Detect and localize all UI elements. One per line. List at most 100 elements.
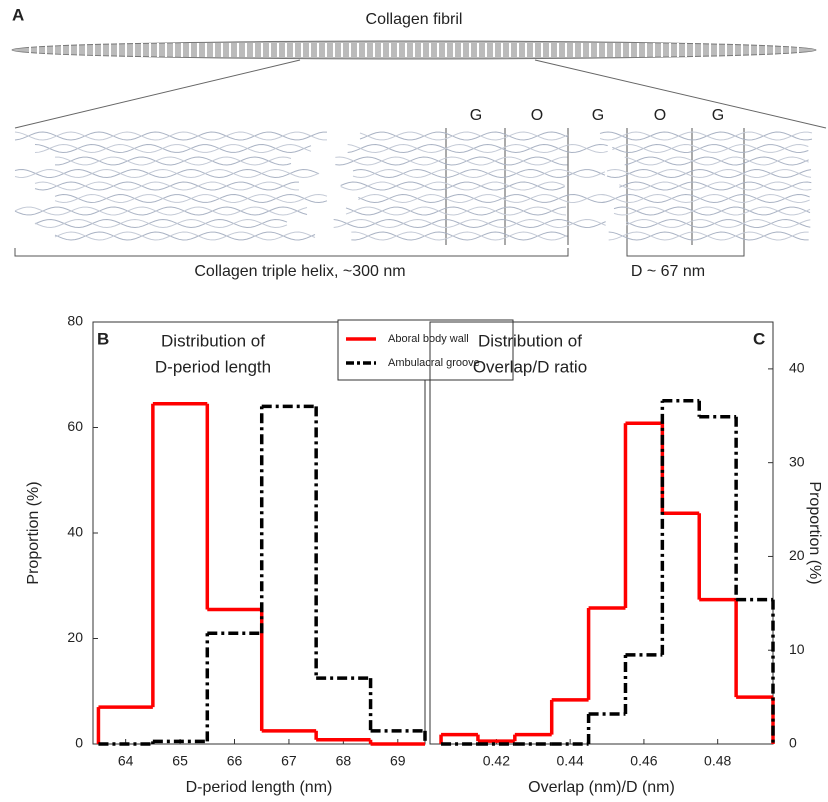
helix — [54, 156, 292, 166]
chart-title: Overlap/D ratio — [473, 357, 587, 376]
helix — [352, 168, 606, 179]
y-tick-label: 40 — [67, 524, 83, 540]
zoom-line — [14, 59, 301, 129]
helix — [359, 131, 569, 141]
helix — [351, 231, 568, 241]
chart-title: D-period length — [155, 357, 271, 376]
y-axis-label: Proportion (%) — [25, 481, 42, 584]
helix — [626, 219, 811, 228]
helix — [626, 219, 811, 228]
band-label: G — [592, 107, 604, 124]
y-tick-label: 20 — [789, 547, 805, 563]
period-label: D ~ 67 nm — [631, 263, 705, 280]
band-label: O — [654, 107, 666, 124]
helix — [14, 131, 328, 141]
y-tick-label: 60 — [67, 418, 83, 434]
helix — [54, 231, 316, 241]
helix — [340, 181, 565, 191]
helix — [347, 143, 608, 154]
helix — [54, 231, 316, 241]
legend-label: Ambulacral groove — [388, 357, 480, 369]
x-tick-label: 0.42 — [483, 753, 510, 769]
x-tick-label: 67 — [281, 753, 297, 769]
helix — [14, 168, 320, 179]
band-label: G — [712, 107, 724, 124]
helix — [34, 181, 300, 191]
helix — [34, 218, 288, 229]
helix — [606, 169, 812, 179]
helix — [601, 193, 810, 204]
legend-label: Aboral body wall — [388, 333, 469, 345]
helix — [612, 144, 809, 153]
helix — [14, 168, 320, 179]
helix — [624, 156, 809, 166]
y-tick-label: 0 — [75, 735, 83, 751]
y-tick-label: 20 — [67, 629, 83, 645]
x-tick-label: 0.46 — [630, 753, 657, 769]
y-tick-label: 0 — [789, 735, 797, 751]
helix — [34, 218, 288, 229]
helix — [14, 206, 308, 216]
helix — [606, 168, 812, 178]
chart-title: Distribution of — [161, 331, 265, 350]
series — [441, 399, 775, 746]
y-tick-label: 40 — [789, 360, 805, 376]
panel-label: B — [97, 329, 109, 348]
x-axis-label: Overlap (nm)/D (nm) — [528, 779, 675, 796]
x-tick-label: 65 — [172, 753, 188, 769]
helix — [352, 168, 606, 179]
helix — [14, 206, 308, 216]
helix — [608, 231, 809, 241]
zoom-line — [534, 59, 827, 129]
helix — [608, 231, 809, 241]
helix — [345, 206, 567, 216]
helix — [358, 194, 607, 203]
helix — [359, 131, 569, 141]
x-tick-label: 0.44 — [557, 753, 584, 769]
band-label: O — [531, 107, 543, 124]
helix — [347, 143, 608, 154]
helix — [613, 206, 811, 216]
helix — [624, 156, 809, 166]
x-tick-label: 69 — [390, 753, 406, 769]
helix — [601, 193, 810, 204]
legend: Aboral body wall Ambulacral groove — [337, 319, 514, 381]
panel-label: C — [753, 329, 765, 348]
x-tick-label: 0.48 — [704, 753, 731, 769]
helix — [599, 131, 813, 141]
helix — [54, 194, 328, 203]
helix — [34, 181, 300, 191]
x-tick-label: 64 — [118, 753, 134, 769]
helix — [619, 181, 812, 191]
helix — [612, 144, 809, 153]
helix-label: Collagen triple helix, ~300 nm — [194, 263, 405, 280]
helix — [619, 181, 812, 191]
x-tick-label: 66 — [227, 753, 243, 769]
helix — [333, 218, 606, 229]
x-tick-label: 68 — [336, 753, 352, 769]
helix — [335, 156, 568, 166]
helix — [335, 156, 568, 166]
legend-box — [337, 319, 514, 381]
helix — [358, 194, 607, 203]
y-axis-label: Proportion (%) — [806, 481, 823, 584]
plot-frame — [92, 321, 426, 745]
chart-title: Distribution of — [478, 331, 582, 350]
y-tick-label: 10 — [789, 641, 805, 657]
helix — [333, 218, 606, 229]
bracket — [626, 250, 745, 257]
panel-label: A — [12, 5, 24, 24]
helix — [345, 206, 567, 216]
series — [439, 421, 775, 744]
helix — [14, 131, 328, 141]
helix — [351, 231, 568, 241]
plot-frame — [429, 321, 774, 745]
helix — [34, 144, 312, 153]
y-tick-label: 30 — [789, 453, 805, 469]
bracket — [14, 248, 569, 257]
series — [96, 402, 425, 746]
diagram-title: Collagen fibril — [366, 11, 463, 28]
series — [98, 404, 427, 746]
band-label: G — [470, 107, 482, 124]
